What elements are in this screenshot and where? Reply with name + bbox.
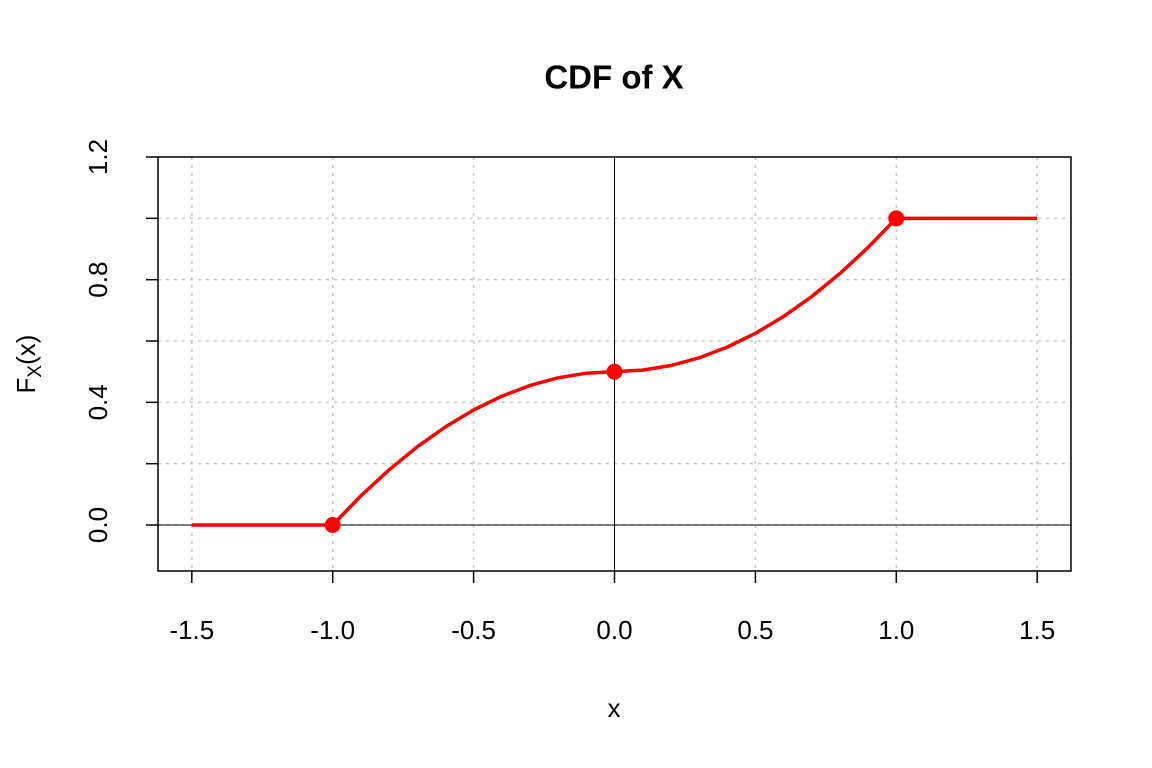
chart-title: CDF of X [544, 59, 683, 96]
x-tick-label: -1.5 [169, 615, 214, 645]
point [606, 363, 623, 380]
x-tick-label: 0.0 [596, 615, 632, 645]
y-tick-label: 1.2 [83, 139, 113, 175]
y-tick-label: 0.8 [83, 262, 113, 298]
y-label-rest: (x) [11, 335, 41, 365]
y-label-base: F [11, 378, 41, 394]
x-axis-label: x [608, 693, 621, 723]
x-tick-label: 1.5 [1019, 615, 1055, 645]
x-tick-label: 0.5 [737, 615, 773, 645]
point [888, 210, 905, 227]
point [324, 517, 341, 533]
y-axis-label: FX(x) [11, 335, 46, 394]
x-tick-label: -1.0 [310, 615, 355, 645]
y-tick-label: 0.0 [83, 507, 113, 543]
y-label-sub: X [25, 365, 46, 378]
x-tick-label: 1.0 [878, 615, 914, 645]
y-tick-label: 0.4 [83, 384, 113, 420]
x-tick-label: -0.5 [451, 615, 496, 645]
